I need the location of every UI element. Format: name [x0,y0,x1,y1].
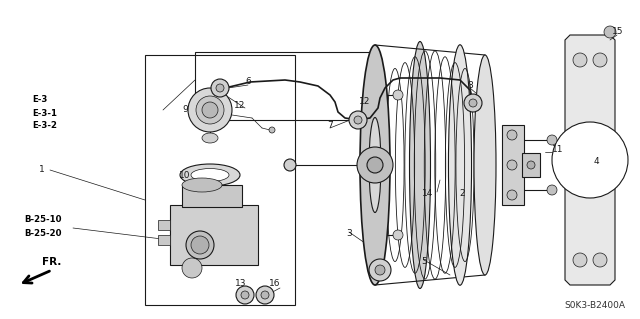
Polygon shape [565,35,615,285]
Text: 16: 16 [269,279,281,288]
Circle shape [202,102,218,118]
Circle shape [349,111,367,129]
Text: E-3-2: E-3-2 [32,122,57,130]
Text: 14: 14 [422,189,434,198]
Text: 8: 8 [467,80,473,90]
Text: 11: 11 [552,145,564,154]
Circle shape [593,53,607,67]
Text: 12: 12 [359,97,371,106]
Text: B-25-20: B-25-20 [24,228,61,238]
Ellipse shape [410,41,431,288]
Circle shape [375,265,385,275]
Circle shape [256,286,274,304]
Circle shape [507,130,517,140]
Ellipse shape [369,117,381,212]
Circle shape [236,286,254,304]
Circle shape [547,135,557,145]
Circle shape [527,161,535,169]
Text: 9: 9 [182,106,188,115]
Ellipse shape [360,45,390,285]
Text: E-3-1: E-3-1 [32,108,57,117]
Circle shape [196,96,224,124]
Text: S0K3-B2400A: S0K3-B2400A [564,301,625,310]
Ellipse shape [191,168,229,182]
Circle shape [464,94,482,112]
Circle shape [552,122,628,198]
Text: 5: 5 [421,256,427,265]
Circle shape [182,258,202,278]
Ellipse shape [186,231,214,259]
Circle shape [393,230,403,240]
Circle shape [269,127,275,133]
Circle shape [573,53,587,67]
Text: 12: 12 [234,100,246,109]
Circle shape [367,157,383,173]
Ellipse shape [182,178,222,192]
Text: E-3: E-3 [32,95,47,105]
Text: 6: 6 [245,78,251,86]
Text: B-25-10: B-25-10 [24,216,61,225]
Circle shape [604,26,616,38]
Text: FR.: FR. [42,257,61,267]
Bar [522,153,540,177]
Text: 3: 3 [346,228,352,238]
Bar [182,185,242,207]
Ellipse shape [474,55,496,275]
Bar [158,235,170,245]
Circle shape [507,160,517,170]
Bar [158,220,170,230]
Circle shape [357,147,393,183]
Text: 13: 13 [236,279,247,288]
Ellipse shape [449,45,472,285]
Circle shape [261,291,269,299]
Text: 2: 2 [459,189,465,197]
Text: 7: 7 [327,121,333,130]
Circle shape [367,227,383,243]
Circle shape [369,259,391,281]
Circle shape [241,291,249,299]
Circle shape [211,79,229,97]
Bar [170,205,258,265]
Ellipse shape [191,236,209,254]
Circle shape [367,87,383,103]
Bar [145,55,295,305]
Circle shape [284,159,296,171]
Circle shape [469,99,477,107]
Circle shape [216,84,224,92]
Bar [502,125,524,205]
Text: 10: 10 [179,170,191,180]
Circle shape [547,185,557,195]
Circle shape [393,90,403,100]
Text: 15: 15 [612,27,624,36]
Circle shape [188,88,232,132]
Circle shape [507,190,517,200]
Circle shape [573,253,587,267]
Text: 4: 4 [593,158,599,167]
Circle shape [354,116,362,124]
Ellipse shape [202,133,218,143]
Circle shape [593,253,607,267]
Bar [195,52,380,120]
Ellipse shape [180,164,240,186]
Text: 1: 1 [39,166,45,174]
